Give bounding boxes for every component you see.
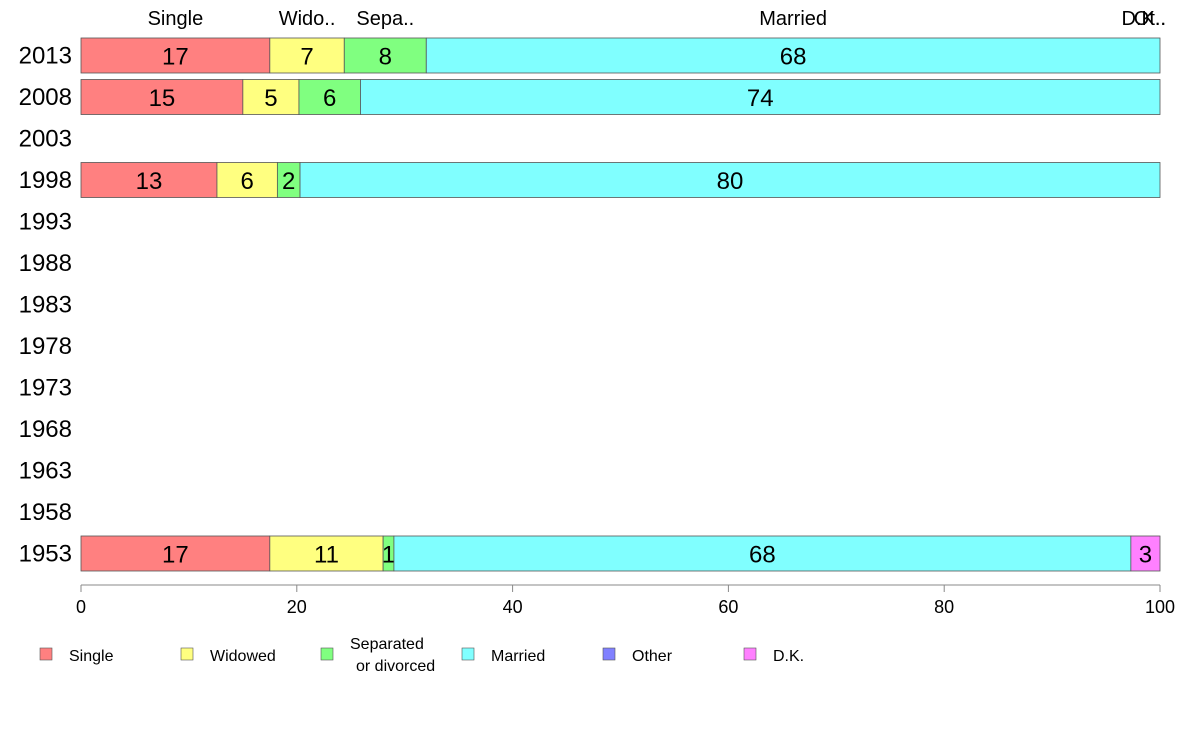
year-label-1963: 1963 (19, 458, 72, 485)
year-label-1998: 1998 (19, 167, 72, 194)
data-label-2013-3: 68 (780, 44, 807, 71)
data-label-2013-2: 8 (379, 44, 392, 71)
bar-2008-separated-or-divorced (298, 79, 361, 115)
year-label-2003: 2003 (19, 126, 72, 153)
year-label-1983: 1983 (19, 292, 72, 319)
data-label-1953-3: 68 (749, 542, 776, 569)
year-label-1973: 1973 (19, 375, 72, 402)
legend-label-2: Separated (350, 636, 424, 653)
bar-2013-widowed (269, 37, 345, 74)
data-label-1953-0: 17 (162, 542, 189, 569)
legend-label-0: Single (69, 648, 114, 665)
year-label-2013: 2013 (19, 43, 72, 70)
data-label-1953-1: 11 (314, 542, 339, 569)
legend-swatch-3 (461, 647, 475, 661)
top-label-3: Married (759, 8, 827, 30)
top-label-4: Ot.. (1134, 8, 1166, 30)
data-label-1998-0: 13 (136, 168, 163, 195)
year-label-2008: 2008 (19, 84, 72, 111)
top-label-0: Single (148, 8, 204, 30)
x-tick-label-100: 100 (1145, 597, 1175, 617)
data-label-2008-3: 74 (747, 85, 774, 112)
bar-1953-d-k- (1130, 535, 1161, 572)
top-category-labels: Single Wido.. Sepa.. Married Ot..D.K.. (148, 8, 1166, 30)
bar-2008-widowed (242, 79, 300, 115)
x-tick-label-80: 80 (934, 597, 954, 617)
bar-1998-widowed (216, 162, 278, 198)
bar-1953-single (80, 535, 271, 572)
data-label-2013-1: 7 (300, 44, 313, 71)
x-tick-label-40: 40 (503, 597, 523, 617)
year-label-1953: 1953 (19, 541, 72, 568)
legend-label-2-line2: or divorced (356, 658, 435, 675)
legend-swatch-1 (180, 647, 194, 661)
bar-1998-single (80, 162, 218, 198)
legend-swatch-4 (602, 647, 616, 661)
legend-swatch-0 (39, 647, 53, 661)
x-tick-label-20: 20 (287, 597, 307, 617)
legend-label-3: Married (491, 648, 545, 665)
data-label-1998-2: 2 (282, 168, 295, 195)
data-label-1953-2: 1 (382, 542, 395, 569)
data-label-2013-0: 17 (162, 44, 189, 71)
data-label-1998-3: 80 (717, 168, 744, 195)
legend-label-4: Other (632, 648, 673, 665)
bar-1953-married (393, 535, 1132, 572)
legend-swatch-2 (320, 647, 334, 661)
legend-label-5: D.K. (773, 648, 804, 665)
year-label-1988: 1988 (19, 250, 72, 277)
bar-1998-married (299, 162, 1161, 198)
legend-swatch-5 (743, 647, 757, 661)
x-axis: 0 20 40 60 80 100 (76, 584, 1175, 617)
year-axis-labels: 2013 2008 2003 1998 1993 1988 1983 1978 1973 1968… (19, 43, 72, 568)
legend-label-1: Widowed (210, 648, 276, 665)
year-label-1993: 1993 (19, 209, 72, 236)
data-label-2008-1: 5 (264, 85, 277, 112)
top-label-5: D.K.. (1122, 8, 1166, 30)
year-label-1968: 1968 (19, 416, 72, 443)
legend: Single Widowed Separated or divorced Married… (39, 636, 804, 675)
bar-2008-single (80, 79, 244, 115)
year-label-1958: 1958 (19, 499, 72, 526)
top-label-2: Sepa.. (356, 8, 414, 30)
top-label-1: Wido.. (279, 8, 336, 30)
bar-2013-married (425, 37, 1161, 74)
data-label-1953-5: 3 (1139, 542, 1152, 569)
x-tick-label-60: 60 (718, 597, 738, 617)
year-label-1978: 1978 (19, 333, 72, 360)
bar-2008-married (360, 79, 1161, 115)
data-label-2008-2: 6 (323, 85, 336, 112)
data-label-2008-0: 15 (149, 85, 176, 112)
data-label-1998-1: 6 (240, 168, 253, 195)
x-tick-label-0: 0 (76, 597, 86, 617)
